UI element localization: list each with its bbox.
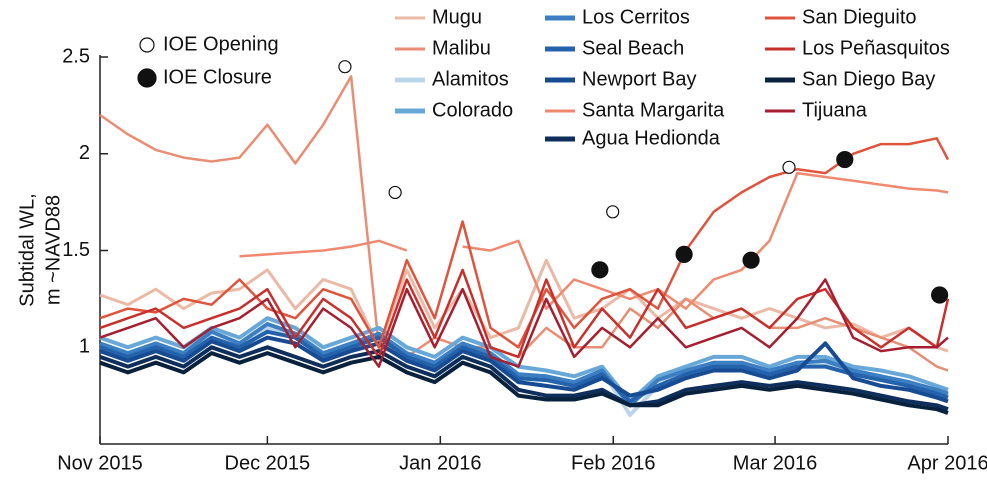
x-tick-label: Nov 2015 bbox=[57, 452, 143, 474]
ioe-opening-marker bbox=[388, 185, 402, 200]
x-tick-label: Apr 2016 bbox=[907, 452, 987, 474]
legend-symbol bbox=[137, 68, 157, 88]
x-tick-label: Mar 2016 bbox=[733, 452, 818, 474]
legend-label: Tijuana bbox=[802, 99, 868, 121]
ioe-opening-marker bbox=[338, 60, 352, 74]
legend-label: Los Cerritos bbox=[582, 6, 690, 28]
legend-label: Newport Bay bbox=[582, 68, 697, 90]
x-tick-label: Dec 2015 bbox=[225, 452, 311, 474]
ioe-opening-marker bbox=[606, 205, 620, 219]
series-line bbox=[99, 278, 949, 368]
legend-label: Malibu bbox=[432, 37, 491, 59]
series-line bbox=[99, 268, 950, 359]
legend-label: Los Peñasquitos bbox=[802, 37, 950, 59]
series-line bbox=[99, 75, 949, 372]
legend-label: Agua Hedionda bbox=[582, 127, 721, 149]
legend-label: IOE Closure bbox=[163, 66, 272, 88]
legend-label: Colorado bbox=[432, 99, 513, 121]
y-tick-label: 2.5 bbox=[62, 45, 90, 67]
y-tick-label: 1.5 bbox=[62, 239, 90, 261]
x-tick-label: Jan 2016 bbox=[399, 452, 481, 474]
series-line bbox=[239, 171, 949, 310]
x-tick-label: Feb 2016 bbox=[571, 452, 656, 474]
series-line bbox=[99, 316, 949, 404]
ioe-closure-marker bbox=[591, 261, 609, 279]
legend-symbol bbox=[139, 37, 155, 53]
series-line bbox=[99, 322, 949, 408]
legend-label: Seal Beach bbox=[582, 37, 684, 59]
legend-label: San Dieguito bbox=[802, 6, 917, 28]
y-label-line: Subtidal WL, bbox=[16, 193, 38, 306]
y-label: Subtidal WL, m ~NAVD88 bbox=[16, 193, 64, 306]
legend-label: Mugu bbox=[432, 6, 482, 28]
legend-label: San Diego Bay bbox=[802, 68, 935, 90]
legend-label: Alamitos bbox=[432, 68, 509, 90]
y-label-line: m ~NAVD88 bbox=[42, 195, 64, 305]
series-line bbox=[99, 329, 949, 404]
ioe-opening-marker bbox=[782, 160, 796, 174]
ioe-closure-marker bbox=[742, 251, 760, 269]
series-line bbox=[99, 335, 949, 404]
y-tick-label: 1 bbox=[79, 336, 90, 358]
legend-label: IOE Opening bbox=[163, 33, 279, 55]
y-tick-label: 2 bbox=[79, 142, 90, 164]
ioe-closure-marker bbox=[675, 245, 693, 263]
series-line bbox=[99, 345, 949, 412]
legend-label: Santa Margarita bbox=[582, 99, 725, 121]
ioe-closure-marker bbox=[931, 286, 949, 304]
series-line bbox=[99, 351, 949, 415]
ioe-closure-marker bbox=[836, 150, 854, 169]
